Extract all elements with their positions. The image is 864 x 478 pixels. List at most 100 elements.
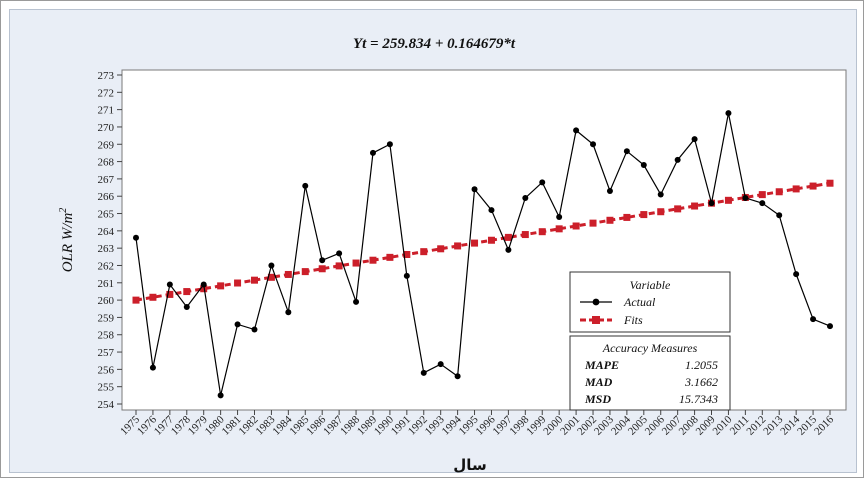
fits-point	[826, 179, 834, 187]
actual-point	[505, 246, 512, 253]
accuracy-msd-value: 15.7343	[679, 392, 718, 406]
actual-point	[319, 257, 326, 264]
actual-point	[403, 272, 410, 279]
fits-point	[267, 273, 275, 281]
fits-point	[471, 239, 479, 247]
fits-point	[623, 213, 631, 221]
y-tick-label: 260	[98, 295, 115, 307]
actual-point	[149, 364, 156, 371]
y-tick-label: 266	[98, 191, 115, 203]
actual-point	[234, 321, 241, 328]
series-layer	[132, 110, 834, 399]
legend: Variable Actual Fits	[569, 271, 731, 333]
actual-point	[590, 141, 597, 148]
actual-point	[725, 110, 732, 117]
x-axis-label: سال	[453, 456, 486, 474]
y-axis: 254 255 256 257 258 259 260 261 262 263 264 265 266 2…	[98, 70, 122, 411]
fits-point	[318, 265, 326, 273]
legend-fits-label: Fits	[623, 313, 643, 327]
actual-point	[539, 179, 546, 186]
fits-point	[183, 288, 191, 296]
accuracy-mad-value: 3.1662	[684, 375, 718, 389]
fits-point	[521, 231, 529, 239]
fits-point	[487, 236, 495, 244]
y-tick-label: 259	[98, 312, 115, 324]
fits-point	[758, 191, 766, 199]
fits-point	[437, 245, 445, 253]
x-tick-label: 2016	[812, 413, 836, 437]
fits-point	[200, 285, 208, 293]
legend-title: Variable	[630, 278, 671, 292]
actual-point	[285, 309, 292, 316]
actual-point	[623, 148, 630, 155]
fits-series-line	[135, 181, 831, 302]
fits-point	[149, 293, 157, 301]
accuracy-measures-box: Accuracy Measures MAPE 1.2055 MAD 3.1662…	[569, 335, 731, 411]
fits-point	[691, 202, 699, 210]
y-tick-label: 258	[98, 330, 115, 342]
actual-point	[200, 281, 207, 288]
fits-point	[403, 250, 411, 258]
actual-point	[776, 212, 783, 219]
actual-point	[166, 281, 173, 288]
actual-point	[336, 250, 343, 257]
actual-point	[437, 361, 444, 368]
y-tick-label: 268	[98, 157, 115, 169]
actual-point	[251, 326, 258, 333]
fits-point	[166, 290, 174, 298]
y-tick-label: 265	[98, 209, 115, 221]
actual-point	[573, 127, 580, 134]
y-tick-label: 257	[98, 347, 115, 359]
fits-point	[504, 233, 512, 241]
fits-point	[132, 296, 140, 304]
fits-point	[386, 253, 394, 261]
fits-point	[284, 270, 292, 278]
legend-actual-marker	[592, 298, 600, 306]
fits-point	[301, 268, 309, 276]
actual-point	[488, 207, 495, 214]
y-axis-label-text: OLR W/m	[60, 213, 76, 273]
y-axis-label: OLR W/m2	[58, 208, 76, 273]
actual-point	[606, 188, 613, 195]
y-tick-label: 273	[98, 70, 115, 82]
actual-point	[691, 136, 698, 143]
actual-point	[471, 186, 478, 193]
accuracy-mape-label: MAPE	[584, 358, 619, 372]
actual-point	[420, 369, 427, 376]
fits-point	[589, 219, 597, 227]
actual-point	[183, 304, 190, 311]
y-axis-label-superscript: 2	[58, 208, 69, 213]
fits-point	[674, 205, 682, 213]
y-tick-label: 264	[98, 226, 115, 238]
accuracy-box	[569, 335, 731, 411]
fits-point	[809, 182, 817, 190]
fits-point	[538, 228, 546, 236]
actual-point	[810, 316, 817, 323]
y-tick-label: 271	[98, 105, 115, 117]
fits-point	[792, 185, 800, 193]
accuracy-mad-label: MAD	[584, 375, 613, 389]
y-tick-label: 263	[98, 243, 115, 255]
fits-point	[454, 242, 462, 250]
y-tick-label: 272	[98, 87, 115, 99]
y-tick-label: 254	[98, 399, 115, 411]
y-tick-label: 269	[98, 139, 115, 151]
actual-point	[369, 149, 376, 156]
fits-point	[335, 262, 343, 270]
accuracy-mape-value: 1.2055	[685, 358, 718, 372]
fits-point	[555, 225, 563, 233]
fits-point	[250, 276, 258, 284]
actual-point	[674, 156, 681, 163]
actual-point	[793, 271, 800, 278]
fits-point	[420, 248, 428, 256]
y-tick-label: 261	[98, 278, 115, 290]
actual-point	[556, 213, 563, 220]
y-tick-label: 255	[98, 382, 115, 394]
fits-point	[217, 282, 225, 290]
actual-point	[353, 298, 360, 305]
fits-point	[369, 256, 377, 264]
y-tick-label: 267	[98, 174, 115, 186]
fits-point	[606, 216, 614, 224]
fits-point	[640, 211, 648, 219]
